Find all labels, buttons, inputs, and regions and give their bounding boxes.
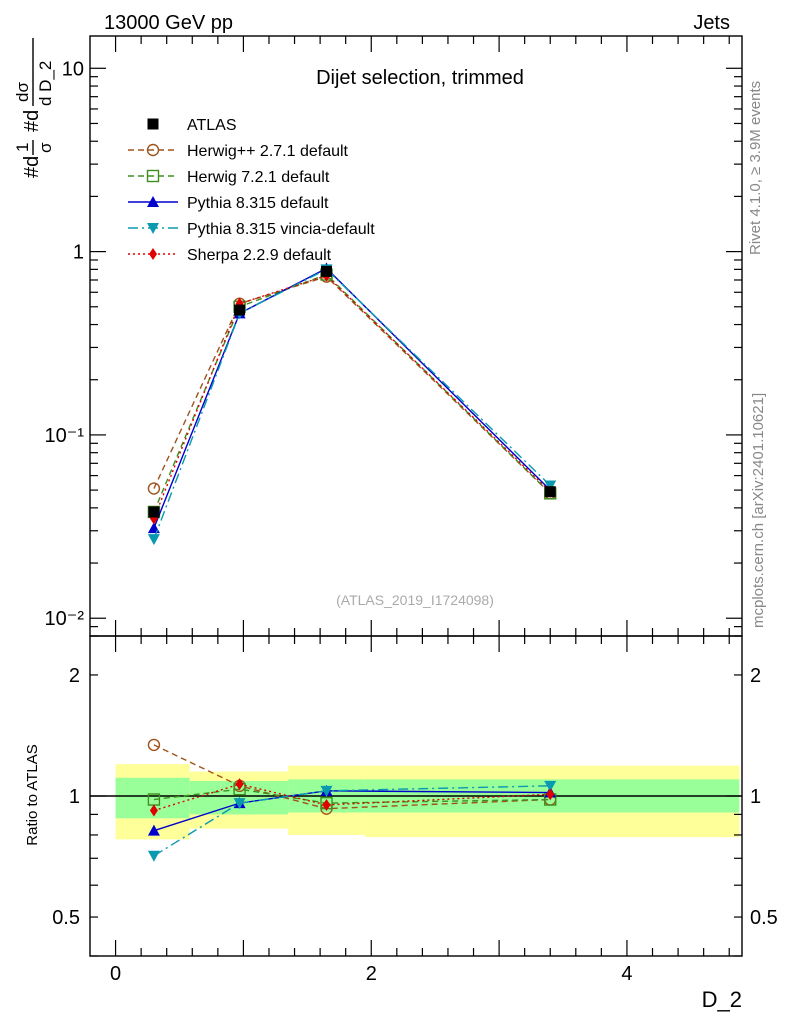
main-y-tick-label-2: 10⁻¹ [45,425,85,447]
x-axis-label: D_2 [702,987,742,1012]
ratio-point-sherpa-2-2-9-default-1 [235,778,244,791]
legend-label-herwig-2-7-1-default: Herwig++ 2.7.1 default [187,143,349,160]
point-pythia-8-315-vincia-default-0 [147,534,160,546]
legend-label-pythia-8-315-vincia-default: Pythia 8.315 vincia-default [187,221,375,238]
ratio-line-herwig-7-2-1-default [153,788,551,804]
ratio-line-sherpa-2-2-9-default [153,783,551,812]
legend-marker-atlas [147,118,159,130]
legend-label-sherpa-2-2-9-default: Sherpa 2.2.9 default [187,247,332,264]
analysis-watermark: (ATLAS_2019_I1724098) [336,592,494,608]
ratio-y-tick-label-left-0: 2 [69,665,80,687]
legend-marker-herwig-2-7-1-default [146,143,160,157]
legend-marker-pythia-8-315-default [147,196,159,207]
ratio-point-pythia-8-315-vincia-default-0 [147,850,160,862]
y-label-frac2-den: d D_2 [36,61,55,106]
series-line-herwig-7-2-1-default [153,273,551,513]
y-label-frac2-num: dσ [13,82,32,102]
ratio-y-tick-label-right-2: 0.5 [750,907,778,929]
x-tick-label-2: 4 [621,963,632,985]
main-y-tick-label-3: 10⁻² [45,608,85,630]
rivet-label: Rivet 4.1.0, ≥ 3.9M events [747,81,764,255]
header-right: Jets [693,12,730,34]
legend-marker-pythia-8-315-vincia-default [147,223,159,234]
series-line-herwig-2-7-1-default [153,275,551,494]
main-y-axis-label: #d 1 σ #d dσ d D_2 [13,38,55,178]
ratio-point-sherpa-2-2-9-default-3 [546,788,555,801]
point-atlas-1 [234,304,246,316]
point-atlas-3 [544,486,556,498]
ratio-point-pythia-8-315-vincia-default-3 [544,780,557,792]
ratio-y-tick-label-left-2: 0.5 [52,907,80,929]
ratio-line-pythia-8-315-vincia-default [153,785,551,857]
series-line-pythia-8-315-vincia-default [153,268,551,540]
mcplots-label: mcplots.cern.ch [arXiv:2401.10621] [750,393,767,628]
legend-marker-herwig-7-2-1-default [146,169,160,183]
ratio-point-pythia-8-315-default-0 [147,824,160,836]
legend-label-herwig-7-2-1-default: Herwig 7.2.1 default [187,169,330,186]
header-left: 13000 GeV pp [104,12,233,34]
x-tick-label-0: 0 [110,963,121,985]
ratio-point-sherpa-2-2-9-default-2 [322,798,331,811]
y-label-hash-d-2: #d [21,110,43,132]
ratio-point-pythia-8-315-vincia-default-2 [320,785,333,797]
ratio-y-tick-label-right-1: 1 [750,786,761,808]
series-line-pythia-8-315-default [153,267,551,529]
ratio-y-tick-label-right-0: 2 [750,665,761,687]
ratio-y-tick-label-left-1: 1 [69,786,80,808]
point-herwig-2-7-1-default-0 [147,482,161,495]
ratio-point-herwig-2-7-1-default-0 [147,738,161,752]
legend-label-atlas: ATLAS [187,117,237,134]
main-y-tick-label-1: 1 [73,242,84,264]
main-y-tick-label-0: 10 [62,58,84,80]
x-tick-label-1: 2 [366,963,377,985]
point-atlas-2 [321,265,333,277]
axes: 10 1 10⁻¹ 10⁻² 2 2 1 1 0.5 0.5 0 2 4 [45,35,778,985]
y-label-frac1-den: σ [36,142,55,153]
chart-title: Dijet selection, trimmed [316,67,524,89]
ratio-point-sherpa-2-2-9-default-0 [149,804,158,817]
legend-label-pythia-8-315-default: Pythia 8.315 default [187,195,329,212]
legend-marker-sherpa-2-2-9-default [149,248,157,260]
y-label-frac1-num: 1 [13,143,32,152]
legend: ATLAS Herwig++ 2.7.1 default Herwig 7.2.1 … [128,117,375,264]
series-line-sherpa-2-2-9-default [153,274,551,519]
ratio-point-pythia-8-315-vincia-default-1 [233,798,246,810]
point-atlas-0 [148,506,160,518]
series-group [147,262,557,862]
y-label-hash-d-1: #d [21,156,43,178]
ratio-y-axis-label: Ratio to ATLAS [24,744,41,845]
